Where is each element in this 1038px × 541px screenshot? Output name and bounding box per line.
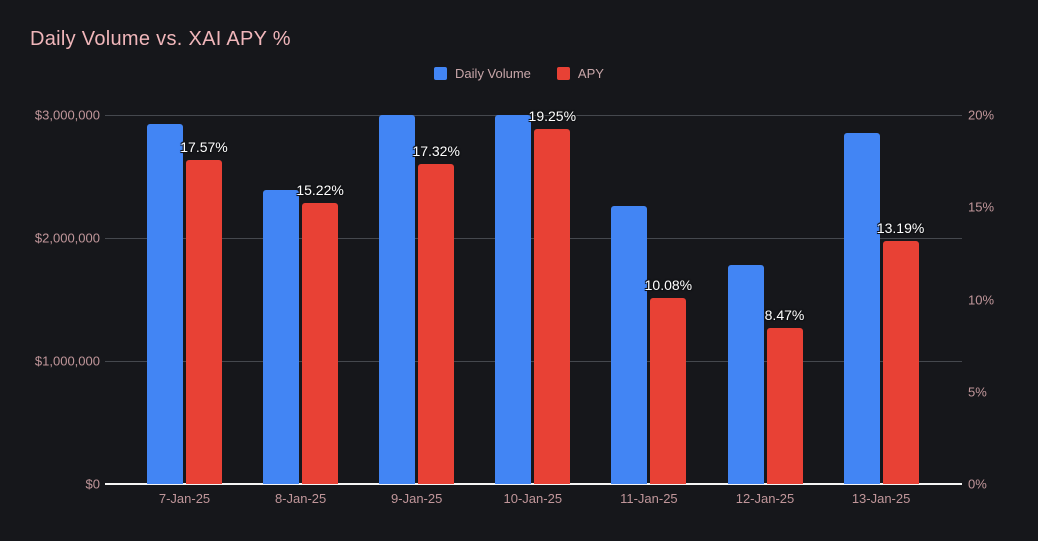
legend-swatch-icon bbox=[556, 67, 570, 80]
bar-daily-volume-7-jan-25[interactable] bbox=[147, 123, 183, 484]
apy-value-label: 8.47% bbox=[764, 306, 805, 323]
bar-daily-volume-9-jan-25[interactable] bbox=[379, 115, 416, 484]
bar-daily-volume-13-jan-25[interactable] bbox=[843, 133, 880, 484]
y-axis-tick-label-right: 5% bbox=[968, 384, 987, 400]
apy-value-label: 17.57% bbox=[180, 138, 228, 155]
y-axis-tick-label-right: 15% bbox=[968, 199, 995, 215]
legend: Daily Volume APY bbox=[0, 66, 1038, 81]
legend-swatch-icon bbox=[434, 67, 448, 80]
x-axis-label: 10-Jan-25 bbox=[503, 491, 563, 506]
legend-item-label: Daily Volume bbox=[455, 66, 531, 81]
legend-item-label: APY bbox=[577, 66, 604, 81]
bar-daily-volume-8-jan-25[interactable] bbox=[263, 190, 300, 484]
x-axis-line bbox=[105, 483, 962, 485]
y-axis-tick-label-left: $3,000,000 bbox=[34, 107, 100, 123]
apy-value-label: 13.19% bbox=[876, 219, 925, 236]
apy-value-label: 15.22% bbox=[296, 182, 344, 199]
apy-value-label: 17.32% bbox=[412, 143, 460, 160]
y-axis-tick-label-left: $2,000,000 bbox=[34, 230, 100, 246]
bar-apy-8-jan-25[interactable] bbox=[302, 203, 339, 484]
y-axis-tick-label-right: 0% bbox=[968, 476, 987, 492]
x-axis-label: 11-Jan-25 bbox=[620, 491, 678, 506]
bar-apy-11-jan-25[interactable] bbox=[650, 298, 687, 484]
bar-apy-10-jan-25[interactable] bbox=[534, 128, 571, 484]
y-axis-tick-label-right: 10% bbox=[968, 292, 995, 307]
y-axis-tick-label-left: $0 bbox=[85, 476, 100, 492]
bar-apy-12-jan-25[interactable] bbox=[766, 327, 803, 484]
apy-value-label: 10.08% bbox=[644, 277, 693, 294]
bar-daily-volume-10-jan-25[interactable] bbox=[495, 115, 532, 484]
bar-apy-9-jan-25[interactable] bbox=[418, 164, 455, 484]
gridline bbox=[105, 238, 962, 239]
gridline bbox=[105, 361, 962, 362]
x-axis-label: 7-Jan-25 bbox=[158, 491, 211, 506]
y-axis-tick-label-left: $1,000,000 bbox=[34, 353, 100, 369]
y-axis-tick-label-right: 20% bbox=[968, 107, 995, 123]
gridline bbox=[105, 115, 962, 116]
x-axis-label: 8-Jan-25 bbox=[274, 491, 327, 506]
chart-title: Daily Volume vs. XAI APY % bbox=[30, 28, 291, 50]
bar-apy-13-jan-25[interactable] bbox=[882, 240, 919, 484]
bar-apy-7-jan-25[interactable] bbox=[186, 159, 222, 484]
bar-daily-volume-11-jan-25[interactable] bbox=[611, 206, 648, 484]
legend-item-daily-volume[interactable]: Daily Volume bbox=[434, 66, 531, 81]
apy-value-label: 19.25% bbox=[528, 107, 577, 124]
x-axis-label: 9-Jan-25 bbox=[391, 491, 443, 506]
x-axis-label: 13-Jan-25 bbox=[851, 491, 911, 506]
legend-item-apy[interactable]: APY bbox=[556, 66, 604, 81]
x-axis-label: 12-Jan-25 bbox=[735, 491, 795, 506]
bar-daily-volume-12-jan-25[interactable] bbox=[727, 265, 764, 484]
